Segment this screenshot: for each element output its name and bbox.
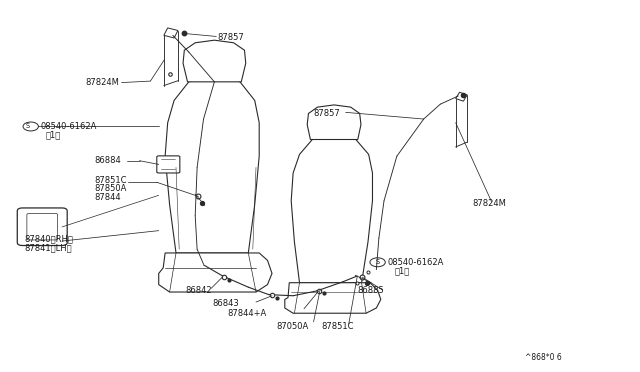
FancyBboxPatch shape — [157, 156, 180, 173]
Text: 08540-6162A: 08540-6162A — [40, 122, 97, 131]
Polygon shape — [291, 135, 372, 283]
Polygon shape — [159, 253, 272, 292]
Text: 86884: 86884 — [95, 156, 122, 165]
Polygon shape — [165, 74, 259, 253]
Text: 87844+A: 87844+A — [227, 309, 266, 318]
Text: S: S — [376, 259, 380, 265]
Text: 87050A: 87050A — [276, 322, 308, 331]
Polygon shape — [307, 105, 361, 140]
Polygon shape — [164, 28, 178, 38]
Text: 87841（LH）: 87841（LH） — [24, 243, 72, 252]
Text: 87851C: 87851C — [321, 322, 354, 331]
Text: （1）: （1） — [395, 266, 410, 275]
Text: 87850A: 87850A — [95, 185, 127, 193]
Text: 87824M: 87824M — [472, 199, 506, 208]
Text: 08540-6162A: 08540-6162A — [388, 258, 444, 267]
Text: 87857: 87857 — [314, 109, 340, 118]
Text: 87824M: 87824M — [85, 78, 119, 87]
Text: 87851C: 87851C — [95, 176, 127, 185]
FancyBboxPatch shape — [27, 214, 58, 240]
Text: （1）: （1） — [46, 130, 61, 139]
Text: 87857: 87857 — [218, 33, 244, 42]
Text: 86843: 86843 — [212, 299, 239, 308]
Polygon shape — [183, 40, 246, 82]
Text: 87844: 87844 — [95, 193, 122, 202]
FancyBboxPatch shape — [17, 208, 67, 246]
Text: 87840（RH）: 87840（RH） — [24, 234, 73, 243]
Polygon shape — [456, 92, 467, 101]
Polygon shape — [285, 283, 381, 313]
Text: 86842: 86842 — [186, 286, 212, 295]
Text: S: S — [26, 124, 30, 129]
Text: ^868*0 6: ^868*0 6 — [525, 353, 561, 362]
Text: 86885: 86885 — [357, 286, 384, 295]
